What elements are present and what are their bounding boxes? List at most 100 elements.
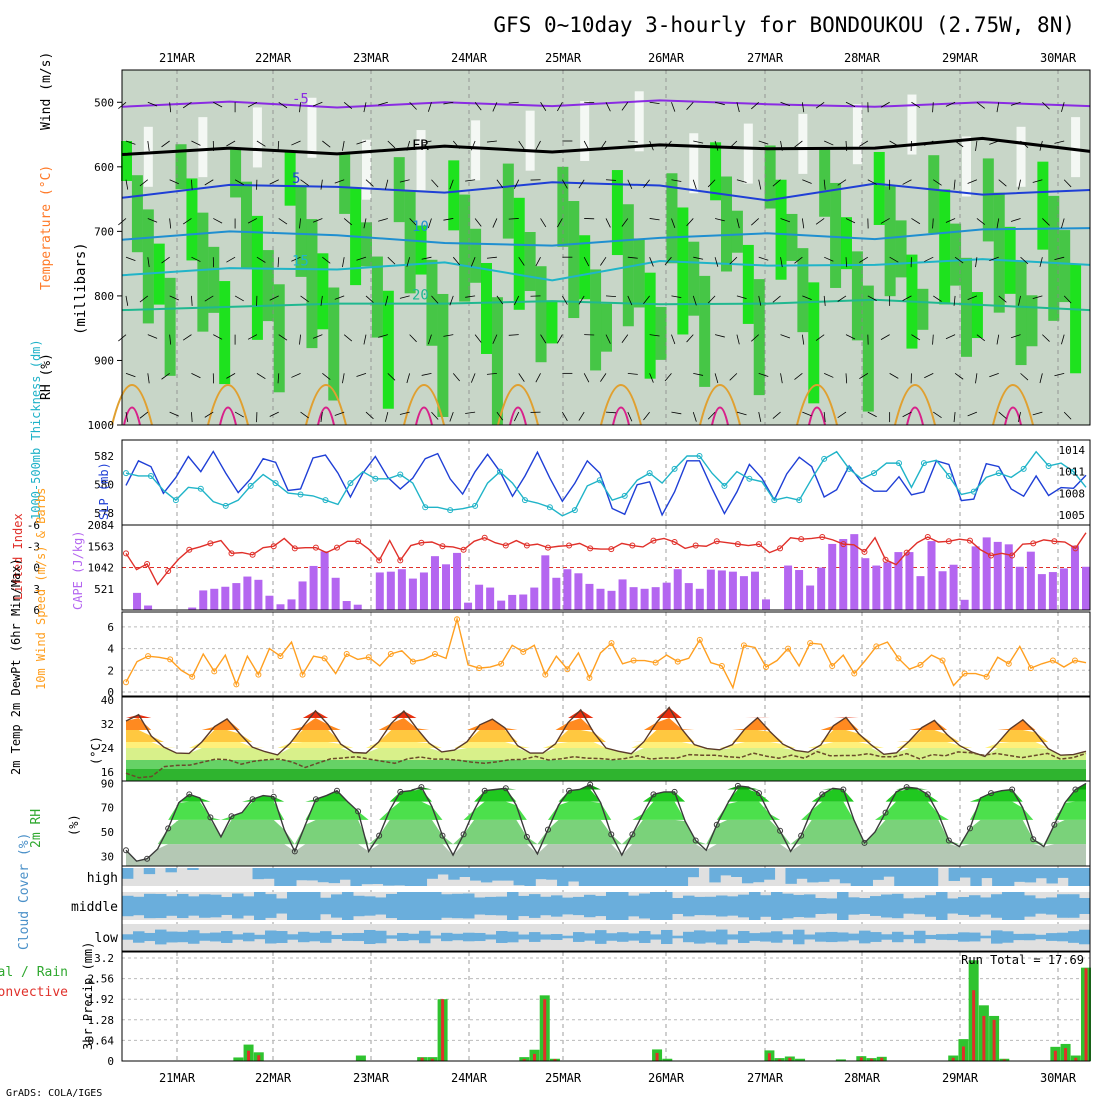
cloud-bar-low <box>760 932 772 942</box>
cloud-bar-low <box>1068 931 1080 943</box>
temp-band <box>126 742 1086 748</box>
cape-bar <box>419 572 428 610</box>
cloud-bar-high <box>448 868 460 880</box>
cloud-bar-low <box>716 929 728 945</box>
rh-dry <box>743 123 753 184</box>
wind-barb <box>736 218 740 229</box>
date-label-bottom: 22MAR <box>255 1071 292 1085</box>
wind-barb <box>823 412 826 423</box>
cloud-bar-high <box>1068 868 1080 886</box>
wind-speed-line-point <box>961 670 968 677</box>
cloud-bar-middle <box>826 898 838 914</box>
wind-barb <box>621 218 629 227</box>
wind-barb <box>736 102 740 113</box>
wind-barb <box>736 334 740 345</box>
wind-barb <box>794 140 803 148</box>
cloud-bar-low <box>903 934 915 940</box>
footer-credit: GrADS: COLA/IGES <box>6 1088 102 1099</box>
wind-barb <box>758 372 769 377</box>
cloud-bar-middle <box>452 893 464 919</box>
wind-barb <box>535 140 541 151</box>
wind-barb <box>837 295 847 302</box>
rh-line-point <box>523 833 530 840</box>
ytick-temp: 24 <box>101 742 115 755</box>
rh-shade <box>917 288 929 330</box>
cloud-bar-low <box>672 935 684 939</box>
thickness-line-point <box>1070 468 1077 475</box>
wind-barb <box>794 256 803 264</box>
wind-barb <box>247 334 258 340</box>
wind-barb <box>707 411 716 420</box>
cloud-bar-low <box>727 934 739 940</box>
wind-barb <box>226 373 236 379</box>
wind-barb <box>557 102 563 112</box>
wind-speed-line-point <box>586 674 593 681</box>
ytick-precip: 2.56 <box>88 973 115 986</box>
rh-line-point <box>924 791 931 798</box>
wind-speed-line-point <box>696 636 703 643</box>
wind-barb <box>169 179 179 185</box>
wind-barb <box>363 102 367 113</box>
cape-bar <box>199 590 208 610</box>
thickness-line-point <box>895 460 902 467</box>
wind-speed-line-point <box>718 662 725 669</box>
cloud-bar-middle <box>969 895 981 917</box>
li-line-point <box>228 550 235 557</box>
ylabel-thickness: 1000-500mb Thickness (dm) <box>29 339 43 520</box>
li-line-point <box>608 546 615 553</box>
rh-shade <box>437 293 449 417</box>
wind-barb <box>431 295 439 304</box>
cloud-bar-low <box>749 933 761 941</box>
cape-bar <box>607 590 616 610</box>
wind-barb <box>902 411 912 418</box>
li-line-point <box>755 541 762 548</box>
ytick-cape: 1563 <box>88 540 115 553</box>
rh-dry <box>525 110 535 171</box>
cloud-bar-high <box>1057 868 1069 878</box>
wind-barb <box>686 334 694 343</box>
cloud-bar-high <box>393 868 406 886</box>
wind-barb <box>714 373 719 384</box>
wind-speed-line-point <box>409 658 416 665</box>
date-label-top: 29MAR <box>942 51 979 65</box>
thickness-line-point <box>721 482 728 489</box>
rh-line-point <box>777 827 784 834</box>
cloud-bar-low <box>1057 932 1069 942</box>
wind-speed-line-point <box>255 671 262 678</box>
wind-barb <box>1063 179 1072 188</box>
surface-contour <box>497 384 539 426</box>
cloud-bar-high <box>785 868 797 884</box>
li-line-point <box>988 552 995 559</box>
wind-barb <box>824 372 834 378</box>
wind-barb <box>583 140 590 151</box>
rh-shade <box>1015 261 1027 366</box>
wind-barb <box>334 411 345 416</box>
cape-bar <box>254 579 263 610</box>
rh-line-point <box>755 790 762 797</box>
wind-speed-line-point <box>211 668 218 675</box>
wind-barb <box>794 373 803 380</box>
wind-barb <box>508 334 519 336</box>
cape-bar <box>276 604 285 610</box>
temp-band <box>126 748 1086 760</box>
cloud-bar-middle <box>947 898 959 914</box>
wind-barb <box>729 373 738 381</box>
rh-shade <box>764 145 776 209</box>
wind-barb <box>780 334 791 339</box>
cloud-bar-middle <box>881 894 893 918</box>
ytick-cape: 2084 <box>88 519 115 532</box>
yunit-rh: (%) <box>67 814 81 836</box>
wind-barb <box>300 411 309 419</box>
wind-barb <box>363 218 367 229</box>
cloud-bar-low <box>287 934 299 940</box>
ytick-precip: 0.64 <box>88 1034 115 1047</box>
rh-line-point <box>734 782 741 789</box>
precip-conv-bar <box>553 1059 557 1061</box>
cape-bar <box>1015 566 1024 610</box>
rh-band <box>126 819 1086 845</box>
cloud-bar-low <box>617 932 629 942</box>
cape-bar <box>1082 566 1090 610</box>
cloud-bar-high <box>633 868 645 886</box>
cape-bar <box>497 600 506 610</box>
li-line-point <box>671 539 678 545</box>
